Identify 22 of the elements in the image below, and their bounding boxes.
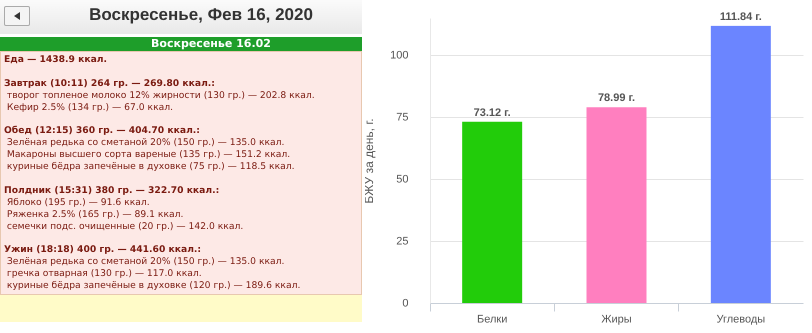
text: Полдник (15:31) 380 гр. — 322.70 ккал.: Яблоко (195 гр.) — 91.6 ккал. Ряженка 2.5% (165 гр.) — 89.1 ккал. семечки подс. очищенные (20 гр.) — 142.0 ккал. — [4, 184, 244, 233]
y-tick-label: 0 — [402, 298, 408, 310]
x-tick-label: Белки — [476, 314, 508, 326]
text: Воскресенье, Фев 16, 2020 — [88, 5, 314, 25]
x-tick-label: Углеводы — [716, 314, 766, 326]
bar — [462, 122, 522, 303]
y-tick-label: 50 — [396, 174, 408, 186]
text: Ужин (18:18) 400 гр. — 441.60 ккал.: Зелёная редька со сметаной 20% (150 гр.) — 135.0 ккал. гречка отварная (130 гр.) — 117.0 ккал. куриные бёдра запечёные в духовке (120 гр.) — 189.6 ккал. — [4, 244, 302, 292]
bar — [710, 26, 771, 303]
bar — [586, 107, 646, 303]
y-tick-label: 25 — [396, 236, 408, 248]
y-tick-label: 100 — [390, 50, 408, 62]
text: Воскресенье 16.02 — [0, 37, 362, 51]
data-label: 73.12 г. — [474, 106, 511, 119]
text: Еда — 1438.9 ккал. — [4, 54, 108, 65]
y-axis-title: БЖУ за день, г. — [362, 118, 376, 204]
data-label: 78.99 г. — [598, 92, 636, 104]
x-tick-label: Жиры — [601, 314, 632, 326]
y-tick-label: 75 — [396, 112, 408, 124]
data-label: 111.84 г. — [720, 10, 762, 23]
text: Завтрак (10:11) 264 гр. — 269.80 ккал.: творог топленое молоко 12% жирности (130 гр.) — 202.8 ккал. Кефир 2.5% (134 гр.) — 67.0 ккал. — [4, 78, 316, 114]
text: Обед (12:15) 360 гр. — 404.70 ккал.: Зелёная редька со сметаной 20% (150 гр.) — 135.0 ккал. Макароны высшего сорта вареные (135 гр.) — 151.2 ккал. куриные бёдра запечёные в духовке (75 гр.) — 118.5 ккал. — [4, 125, 296, 174]
